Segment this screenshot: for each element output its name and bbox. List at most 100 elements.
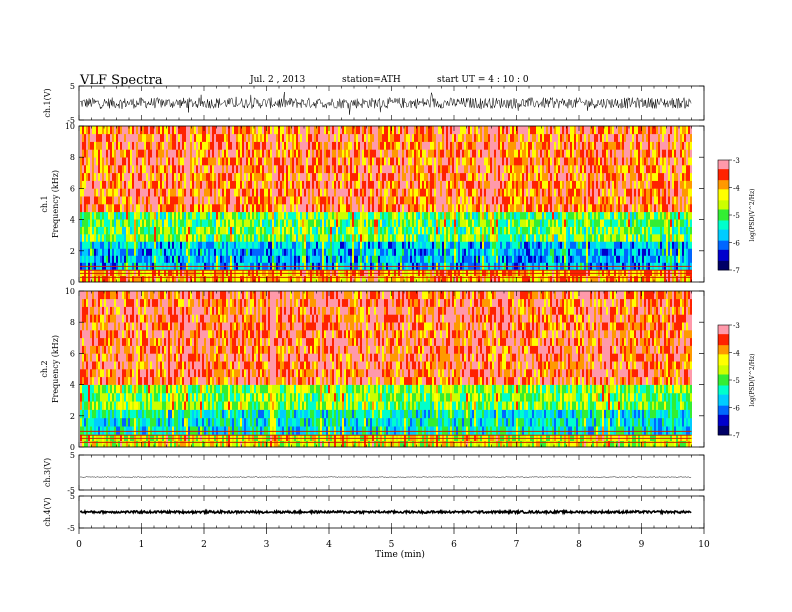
ch1-spectrogram-cell — [476, 165, 478, 174]
ch1-spectrogram-cell — [370, 196, 372, 205]
ch1-spectrogram-cell — [100, 133, 102, 142]
ch1-spectrogram-cell — [460, 188, 462, 197]
ch1-spectrogram-cell — [388, 172, 390, 181]
ch1-spectrogram-cell — [342, 248, 344, 256]
ch1-spectrogram-cell — [362, 226, 364, 235]
ch1-spectrogram-cell — [160, 219, 162, 227]
ch1-spectrogram-cell — [180, 204, 182, 213]
ch1-spectrogram-cell — [208, 234, 210, 242]
ch1-spectrogram-cell — [172, 141, 174, 150]
ch1-spectrogram-cell — [462, 141, 464, 150]
ch1-spectrogram-cell — [410, 269, 412, 277]
ch1-spectrogram-cell — [124, 204, 126, 213]
ch1-spectrogram-cell — [390, 204, 392, 213]
ch1-spectrogram-cell — [372, 204, 374, 213]
ch1-spectrogram-cell — [324, 126, 326, 135]
ch1-spectrogram-cell — [446, 269, 448, 277]
ch1-spectrogram-cell — [512, 211, 514, 220]
ch1-spectrogram-cell — [224, 255, 226, 263]
ch1-spectrogram-cell — [132, 180, 134, 189]
ch1-spectrogram-cell — [402, 204, 404, 213]
ch1-spectrogram-cell — [206, 234, 208, 242]
ch1-spectrogram-cell — [440, 204, 442, 213]
ch1-spectrogram-cell — [438, 204, 440, 213]
ch1-spectrogram-cell — [252, 211, 254, 220]
ch1-spectrogram-cell — [210, 157, 212, 166]
ch1-spectrogram-cell — [228, 211, 230, 220]
ch1-spectrogram-cell — [480, 219, 482, 227]
ch1-spectrogram-cell — [182, 211, 184, 220]
ch1-spectrogram-cell — [128, 255, 130, 263]
ch1-spectrogram-cell — [132, 165, 134, 174]
ch1-spectrogram-cell — [260, 248, 262, 256]
ch1-spectrogram-cell — [378, 269, 380, 277]
ch1-spectrogram-cell — [88, 248, 90, 256]
ch1-spectrogram-cell — [502, 180, 504, 189]
ch1-spectrogram-cell — [88, 196, 90, 205]
ch1-spectrogram-cell — [192, 248, 194, 256]
ch1-spectrogram-cell — [486, 234, 488, 242]
ch1-spectrogram-cell — [352, 157, 354, 166]
ch1-spectrogram-cell — [274, 180, 276, 189]
ch1-spectrogram-cell — [442, 226, 444, 235]
ch1-spectrogram-cell — [440, 149, 442, 158]
ch1-spectrogram-cell — [276, 157, 278, 166]
ch1-spectrogram-cell — [250, 188, 252, 197]
ch1-spectrogram-cell — [508, 255, 510, 263]
ch1-spectrogram-cell — [166, 196, 168, 205]
ch1-spectrogram-cell — [98, 211, 100, 220]
ch1-spectrogram-cell — [182, 255, 184, 263]
ch1-spectrogram-cell — [318, 172, 320, 181]
ch1-spectrogram-cell — [530, 226, 532, 235]
ch1-spectrogram-cell — [408, 188, 410, 197]
ch1-spectrogram-cell — [488, 165, 490, 174]
ch1-spectrogram-cell — [382, 149, 384, 158]
ch1-spectrogram-cell — [276, 269, 278, 277]
ch1-spectrogram-cell — [452, 196, 454, 205]
ch1-spectrogram-cell — [430, 157, 432, 166]
ch1-spectrogram-cell — [260, 149, 262, 158]
ch1-spectrogram-cell — [330, 234, 332, 242]
ch1-spectrogram-cell — [260, 219, 262, 227]
ch1-spectrogram-cell — [460, 255, 462, 263]
ch1-spectrogram-cell — [302, 204, 304, 213]
ch1-spectrogram-cell — [90, 165, 92, 174]
ch1-spectrogram-cell — [490, 269, 492, 277]
ch1-spectrogram-cell — [102, 226, 104, 235]
ch1-spectrogram-cell — [214, 180, 216, 189]
ch1-spectrogram-cell — [458, 211, 460, 220]
ch1-spectrogram-cell — [114, 255, 116, 263]
ch1-spectrogram-cell — [402, 180, 404, 189]
ch1-spectrogram-cell — [96, 269, 98, 277]
ch1-spectrogram-cell — [340, 226, 342, 235]
ch1-spectrogram-cell — [342, 188, 344, 197]
ch1-spectrogram-cell — [244, 180, 246, 189]
ch1-spectrogram-cell — [224, 126, 226, 135]
ch1-spectrogram-cell — [398, 255, 400, 263]
ch1-spectrogram-cell — [176, 241, 178, 249]
ch1-spectrogram-cell — [488, 234, 490, 242]
ch1-spectrogram-cell — [158, 241, 160, 249]
ch1-spectrogram-cell — [516, 241, 518, 249]
ch1-spectrogram-cell — [230, 204, 232, 213]
ch1-spectrogram-cell — [158, 126, 160, 135]
ch1-spectrogram-cell — [214, 165, 216, 174]
ch1-spectrogram-cell — [128, 180, 130, 189]
ch1-spectrogram-cell — [246, 241, 248, 249]
ch1-spectrogram-cell — [192, 172, 194, 181]
ch1-spectrogram-cell — [156, 255, 158, 263]
ch1-spectrogram-cell — [320, 211, 322, 220]
ch1-spectrogram-cell — [382, 196, 384, 205]
ch1-spectrogram-cell — [530, 234, 532, 242]
ch1-spectrogram-cell — [222, 141, 224, 150]
ch1-spectrogram-cell — [374, 275, 376, 283]
ch1-spectrogram-cell — [500, 157, 502, 166]
ch1-spectrogram-cell — [186, 188, 188, 197]
ch1-spectrogram-cell — [390, 149, 392, 158]
ch1-spectrogram-cell — [466, 269, 468, 277]
ch1-spectrogram-cell — [170, 275, 172, 283]
ch1-spectrogram-cell — [134, 188, 136, 197]
ch1-spectrogram-cell — [486, 149, 488, 158]
ch1-spectrogram-cell — [218, 255, 220, 263]
ch1-spectrogram-cell — [190, 269, 192, 277]
